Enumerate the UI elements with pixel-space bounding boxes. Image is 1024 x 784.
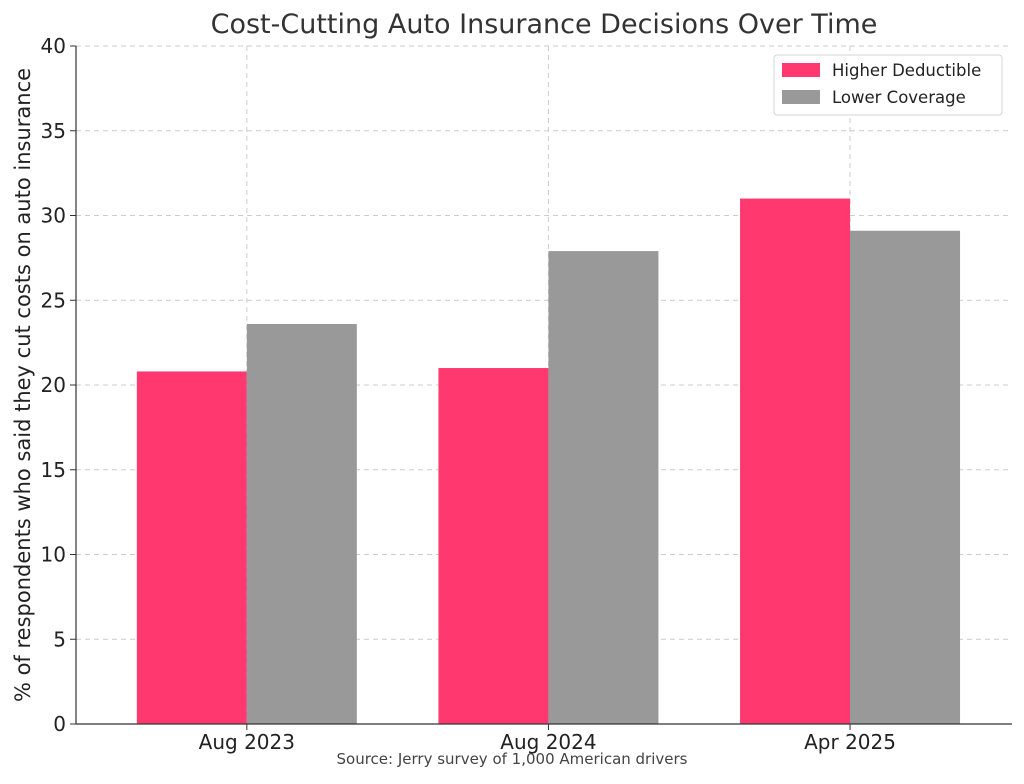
bar-higher-deductible: [136, 371, 247, 724]
legend-label: Lower Coverage: [832, 88, 966, 107]
bar-higher-deductible: [438, 368, 549, 724]
bar-lower-coverage: [548, 251, 659, 724]
y-tick-label: 10: [41, 543, 66, 567]
chart-title: Cost-Cutting Auto Insurance Decisions Ov…: [211, 9, 878, 40]
y-tick-label: 15: [41, 458, 66, 482]
y-tick-label: 25: [41, 288, 66, 312]
bar-higher-deductible: [740, 198, 851, 725]
legend-swatch: [782, 90, 820, 104]
legend: Higher Deductible Lower Coverage: [773, 54, 1003, 116]
x-tick-label: Aug 2024: [500, 730, 596, 754]
legend-label: Higher Deductible: [832, 61, 981, 80]
y-tick-label: 40: [41, 34, 66, 58]
bars: [136, 198, 961, 725]
x-tick-label: Apr 2025: [804, 730, 896, 754]
x-tick-label: Aug 2023: [199, 730, 295, 754]
source-caption: Source: Jerry survey of 1,000 American d…: [337, 750, 688, 768]
y-tick-label: 35: [41, 119, 66, 143]
bar-lower-coverage: [246, 323, 357, 724]
y-tick-label: 20: [41, 373, 66, 397]
y-tick-label: 30: [41, 204, 66, 228]
ticks: 0 5 10 15 20 25 30 35 40 Aug 2023 Aug 2024 Apr 2025: [41, 34, 896, 754]
legend-swatch: [782, 63, 820, 77]
y-tick-label: 5: [53, 627, 66, 651]
legend-box: [773, 54, 1003, 116]
y-tick-label: 0: [53, 712, 66, 736]
y-axis-label: % of respondents who said they cut costs…: [11, 68, 35, 702]
bar-lower-coverage: [850, 230, 961, 724]
